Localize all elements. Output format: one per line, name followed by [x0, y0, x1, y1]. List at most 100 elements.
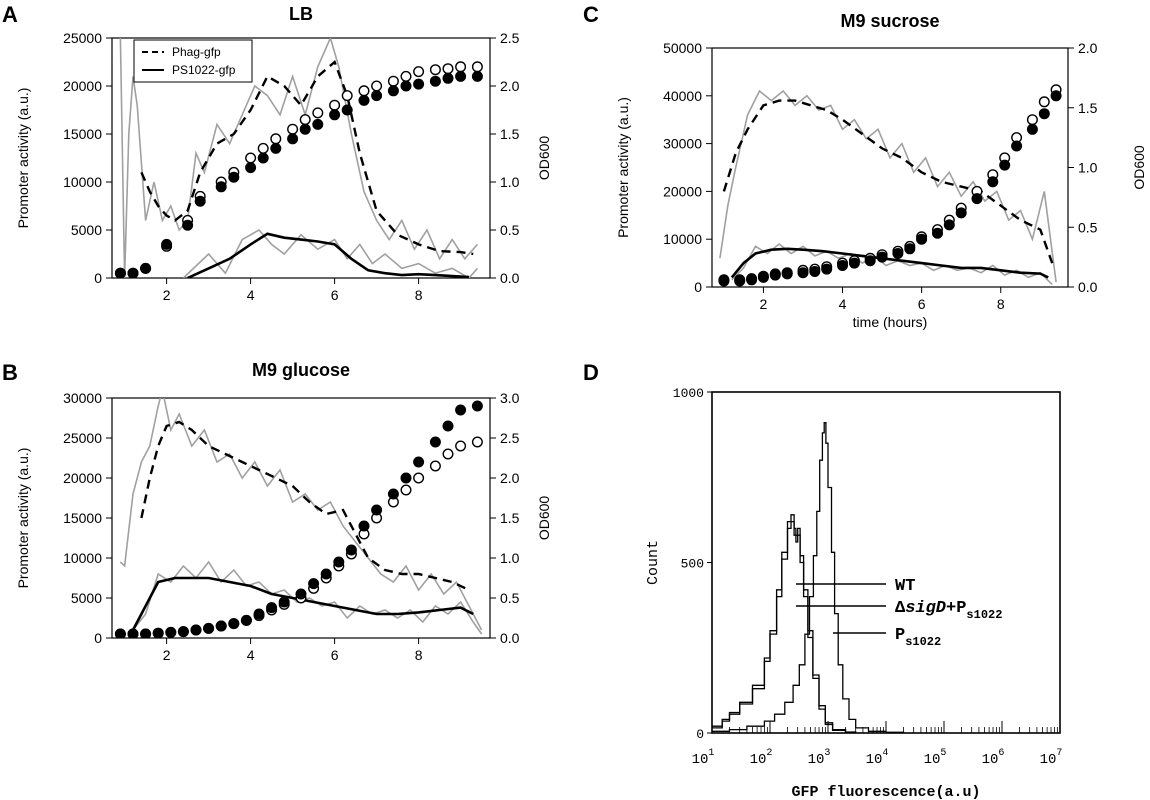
y-tick-label: 40000 [663, 88, 702, 104]
od600-filled-point [165, 626, 177, 638]
od600-filled-point [333, 556, 345, 568]
od600-open-point [455, 61, 467, 73]
od600-filled-point [329, 109, 341, 121]
x-tick-exponent: 2 [766, 748, 772, 759]
x-tick-label: 2 [163, 287, 171, 303]
y-tick-label: 25000 [63, 30, 102, 46]
od600-filled-point [140, 628, 152, 638]
x-tick-exponent: 6 [998, 748, 1004, 759]
od600-open-point [429, 460, 441, 472]
od600-filled-point [387, 488, 399, 500]
plot-frame [111, 37, 491, 279]
plot-area [718, 84, 1062, 287]
panel-a: A LB 2 4 6 8 0 5000 10000 15000 20000 25000 0.0 0.5 1.… [2, 2, 552, 303]
x-tick-exponent: 5 [940, 748, 946, 759]
x-tick-label: 6 [918, 296, 926, 312]
y-tick-label: 20000 [663, 183, 702, 199]
y-tick-label: 0 [94, 630, 102, 646]
od600-open-point [400, 70, 412, 82]
od600-open-point [270, 133, 282, 145]
od600-filled-point [429, 436, 441, 448]
od600-filled-point [114, 628, 126, 638]
od600-filled-point [257, 152, 269, 164]
od600-filled-point [287, 133, 299, 145]
x-tick-base: 10 [1040, 752, 1057, 768]
od600-filled-point [203, 622, 215, 634]
annotation-label: WT [895, 577, 915, 596]
x-tick-exponent: 7 [1056, 748, 1062, 759]
od600-open-point [471, 436, 483, 448]
od600-filled-point [400, 80, 412, 92]
x-tick-label: 2 [163, 647, 171, 663]
annotation-subscript: s1022 [905, 635, 941, 649]
x-tick-label: 102 [750, 748, 773, 768]
od600-open-point [257, 142, 269, 154]
y2-tick-label: 0.5 [500, 222, 520, 238]
x-tick-exponent: 4 [882, 748, 888, 759]
x-axis-label: time (hours) [853, 314, 928, 330]
y-tick-label: 0 [696, 727, 704, 742]
od600-filled-point [769, 269, 781, 281]
y-tick-label: 30000 [63, 390, 102, 406]
od600-open-point [299, 114, 311, 126]
od600-open-point [400, 484, 412, 496]
od600-filled-point [299, 123, 311, 135]
y-tick-label: 5000 [71, 590, 102, 606]
od600-open-point [387, 75, 399, 87]
raw-data-line [119, 398, 483, 631]
od600-open-point [1038, 96, 1050, 108]
od600-filled-point [999, 159, 1011, 171]
y-tick-label: 0 [694, 279, 702, 295]
x-tick-base: 10 [866, 752, 883, 768]
x-tick-label: 107 [1040, 748, 1063, 768]
od600-filled-point [228, 618, 240, 630]
od600-open-point [358, 85, 370, 97]
x-tick-label: 8 [415, 287, 423, 303]
x-tick-base: 10 [924, 752, 941, 768]
y-tick-label: 1000 [673, 386, 704, 401]
panel-b: B M9 glucose 2 4 6 8 0 5000 10000 15000 20000 25000… [2, 360, 552, 663]
y2-tick-label: 1.5 [500, 126, 520, 142]
od600-filled-point [266, 602, 278, 614]
panel-c: C M9 sucrose 2 4 6 8 0 10000 20000 30000 40000 5000… [583, 2, 1147, 330]
y2-tick-label: 2.0 [500, 78, 520, 94]
y-tick-label: 25000 [63, 430, 102, 446]
y2-tick-label: 2.5 [500, 30, 520, 46]
annotation-label: ΔsigD+Ps1022 [895, 599, 1002, 622]
od600-filled-point [892, 247, 904, 259]
od600-open-point [442, 63, 454, 75]
wt-histogram [712, 514, 857, 733]
phag-gfp-line [140, 420, 470, 592]
y2-axis-label: OD600 [536, 496, 552, 541]
od600-filled-point [718, 275, 730, 287]
annotation-subscript: s1022 [966, 608, 1002, 622]
od600-filled-point [114, 267, 126, 278]
annotation-part: P [895, 626, 905, 645]
od600-filled-point [442, 420, 454, 432]
od600-filled-point [781, 268, 793, 280]
od600-open-point [429, 64, 441, 76]
annotation-part: +P [946, 599, 966, 618]
od600-open-point [413, 472, 425, 484]
od600-filled-point [127, 628, 139, 638]
od600-filled-point [215, 181, 227, 193]
od600-filled-point [455, 70, 467, 82]
x-tick-base: 10 [692, 752, 709, 768]
od600-filled-point [177, 626, 189, 638]
od600-open-point [329, 99, 341, 111]
od600-filled-point [864, 255, 876, 267]
x-tick-label: 4 [839, 296, 847, 312]
x-tick-exponent: 3 [824, 748, 830, 759]
od600-open-point [312, 107, 324, 119]
y-tick-label: 50000 [663, 40, 702, 56]
annotation-part: sigD [905, 599, 946, 618]
y2-tick-label: 3.0 [500, 390, 520, 406]
od600-filled-point [140, 262, 152, 274]
sigd-histogram [712, 520, 847, 733]
y2-tick-label: 2.0 [500, 470, 520, 486]
od600-filled-point [240, 614, 252, 626]
od600-open-point [341, 90, 353, 102]
y2-tick-label: 1.0 [1078, 160, 1098, 176]
ps1022-histogram [712, 422, 905, 733]
